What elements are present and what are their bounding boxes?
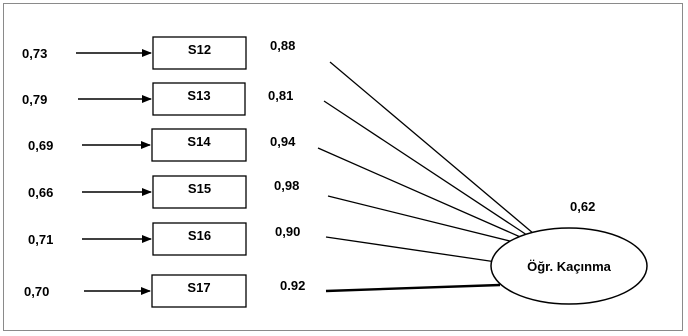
loading-path-s17 bbox=[325, 283, 501, 293]
factor-loading-s15: 0,98 bbox=[274, 178, 299, 193]
error-variance-s15: 0,66 bbox=[28, 185, 53, 200]
indicator-box-s16 bbox=[152, 222, 247, 256]
error-variance-s12: 0,73 bbox=[22, 46, 47, 61]
factor-loading-s14: 0,94 bbox=[270, 134, 296, 149]
loading-path-s13 bbox=[323, 100, 537, 242]
loading-path-s14 bbox=[317, 147, 535, 244]
loading-path-s16 bbox=[325, 236, 511, 265]
factor-loading-s17: 0.92 bbox=[280, 278, 305, 293]
indicator-box-s13 bbox=[152, 82, 246, 116]
indicator-box-s14 bbox=[151, 128, 247, 162]
loading-path-s15 bbox=[327, 195, 531, 247]
indicator-box-s12 bbox=[152, 36, 247, 70]
factor-loading-s13: 0,81 bbox=[268, 88, 293, 103]
error-variance-s17: 0,70 bbox=[24, 284, 49, 299]
indicator-label-s16: S16 bbox=[188, 228, 211, 243]
latent-factor-ellipse bbox=[490, 227, 648, 305]
indicator-label-s15: S15 bbox=[188, 181, 211, 196]
factor-loading-s12: 0,88 bbox=[270, 38, 295, 53]
error-variance-s14: 0,69 bbox=[28, 138, 53, 153]
error-variance-s13: 0,79 bbox=[22, 92, 47, 107]
diagram-frame bbox=[3, 3, 683, 331]
indicator-label-s14: S14 bbox=[187, 134, 211, 149]
factor-r-squared: 0,62 bbox=[570, 199, 595, 214]
indicator-box-s15 bbox=[152, 175, 247, 209]
latent-factor-label: Öğr. Kaçınma bbox=[527, 259, 612, 274]
factor-loading-s16: 0,90 bbox=[275, 224, 300, 239]
indicator-box-s17 bbox=[151, 274, 247, 308]
indicator-label-s13: S13 bbox=[187, 88, 210, 103]
indicator-label-s12: S12 bbox=[188, 42, 211, 57]
indicator-label-s17: S17 bbox=[187, 280, 210, 295]
error-variance-s16: 0,71 bbox=[28, 232, 53, 247]
loading-path-s12 bbox=[329, 61, 541, 240]
